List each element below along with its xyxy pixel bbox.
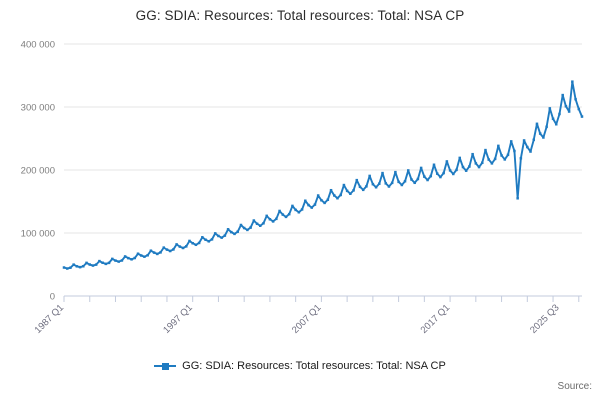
svg-text:400 000: 400 000: [21, 39, 55, 50]
legend-line-marker-icon: [154, 361, 177, 371]
svg-text:1997 Q1: 1997 Q1: [161, 302, 195, 336]
data-series-line: [62, 80, 584, 270]
svg-text:300 000: 300 000: [21, 102, 55, 113]
x-axis-ticks: [63, 296, 580, 302]
y-axis-tick-labels: 0 100 000 200 000 300 000 400 000: [21, 39, 55, 302]
svg-text:2007 Q1: 2007 Q1: [290, 302, 324, 336]
source-note: Source:: [557, 381, 592, 392]
legend-item[interactable]: GG: SDIA: Resources: Total resources: To…: [154, 360, 446, 372]
gridlines: [64, 43, 582, 234]
x-axis-tick-labels: 1987 Q1 1997 Q1 2007 Q1 2017 Q1 2025 Q3: [33, 302, 562, 336]
svg-text:0: 0: [50, 291, 55, 302]
page-title: GG: SDIA: Resources: Total resources: To…: [135, 8, 465, 23]
svg-text:200 000: 200 000: [21, 165, 55, 176]
svg-text:100 000: 100 000: [21, 228, 55, 239]
svg-text:1987 Q1: 1987 Q1: [33, 302, 67, 336]
svg-text:2025 Q3: 2025 Q3: [528, 302, 562, 336]
legend-item-label: GG: SDIA: Resources: Total resources: To…: [182, 360, 446, 372]
chart-plot-area: 0 100 000 200 000 300 000 400 000 1987 Q1 199…: [21, 39, 584, 336]
svg-text:2017 Q1: 2017 Q1: [419, 302, 453, 336]
chart-legend: GG: SDIA: Resources: Total resources: To…: [0, 360, 600, 372]
